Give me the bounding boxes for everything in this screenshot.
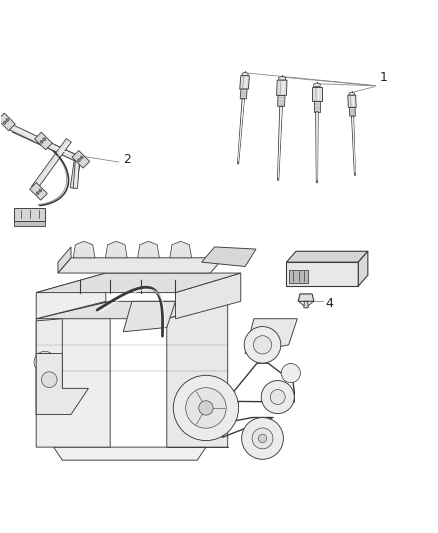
Circle shape xyxy=(34,351,56,373)
Polygon shape xyxy=(289,270,308,282)
Polygon shape xyxy=(36,353,88,415)
Polygon shape xyxy=(237,99,244,164)
Polygon shape xyxy=(70,158,81,189)
Polygon shape xyxy=(36,273,106,319)
Circle shape xyxy=(261,381,294,414)
Polygon shape xyxy=(245,319,297,353)
Text: 2: 2 xyxy=(123,154,131,166)
Polygon shape xyxy=(36,301,228,319)
Polygon shape xyxy=(58,258,223,273)
Circle shape xyxy=(39,189,42,192)
Polygon shape xyxy=(298,294,314,301)
Circle shape xyxy=(40,140,43,143)
Polygon shape xyxy=(12,127,79,161)
Text: 3: 3 xyxy=(325,262,333,275)
Polygon shape xyxy=(240,89,247,99)
Polygon shape xyxy=(36,319,62,415)
Circle shape xyxy=(36,192,39,195)
Polygon shape xyxy=(58,247,71,273)
Circle shape xyxy=(3,122,6,124)
Polygon shape xyxy=(286,262,358,286)
Polygon shape xyxy=(358,251,368,286)
Circle shape xyxy=(258,434,267,442)
Circle shape xyxy=(199,401,213,415)
Polygon shape xyxy=(73,158,80,188)
Polygon shape xyxy=(72,150,90,168)
Polygon shape xyxy=(30,182,47,200)
Polygon shape xyxy=(350,108,355,116)
Polygon shape xyxy=(35,132,52,150)
Polygon shape xyxy=(312,87,321,101)
Circle shape xyxy=(173,375,239,441)
Polygon shape xyxy=(123,301,176,332)
Polygon shape xyxy=(176,273,241,319)
Circle shape xyxy=(80,156,83,159)
Polygon shape xyxy=(352,116,356,175)
Polygon shape xyxy=(348,95,356,108)
Polygon shape xyxy=(170,241,191,258)
Text: 1: 1 xyxy=(380,71,388,84)
Circle shape xyxy=(6,119,9,122)
Polygon shape xyxy=(201,247,256,266)
Circle shape xyxy=(78,159,81,161)
Circle shape xyxy=(253,336,272,354)
Polygon shape xyxy=(277,106,283,180)
Polygon shape xyxy=(14,221,45,226)
Polygon shape xyxy=(36,273,241,293)
Circle shape xyxy=(281,364,300,383)
Polygon shape xyxy=(277,80,287,95)
Polygon shape xyxy=(240,76,249,89)
Polygon shape xyxy=(138,241,159,258)
Polygon shape xyxy=(73,241,95,258)
Polygon shape xyxy=(279,76,286,80)
Polygon shape xyxy=(36,301,110,447)
Circle shape xyxy=(242,417,283,459)
Circle shape xyxy=(252,428,273,449)
Polygon shape xyxy=(278,95,285,106)
Polygon shape xyxy=(10,125,88,166)
Polygon shape xyxy=(53,447,206,460)
Polygon shape xyxy=(242,72,248,76)
Polygon shape xyxy=(304,301,308,308)
Circle shape xyxy=(43,138,46,141)
Polygon shape xyxy=(14,208,45,221)
Polygon shape xyxy=(0,113,15,131)
Polygon shape xyxy=(314,83,320,87)
Circle shape xyxy=(270,390,285,405)
Text: 4: 4 xyxy=(325,297,333,310)
Polygon shape xyxy=(106,241,127,258)
Polygon shape xyxy=(349,92,354,95)
Polygon shape xyxy=(314,101,320,112)
Polygon shape xyxy=(32,139,71,190)
Polygon shape xyxy=(167,301,228,447)
Circle shape xyxy=(244,327,281,363)
Polygon shape xyxy=(286,251,368,262)
Circle shape xyxy=(186,387,226,428)
Circle shape xyxy=(42,372,57,387)
Polygon shape xyxy=(316,112,318,183)
